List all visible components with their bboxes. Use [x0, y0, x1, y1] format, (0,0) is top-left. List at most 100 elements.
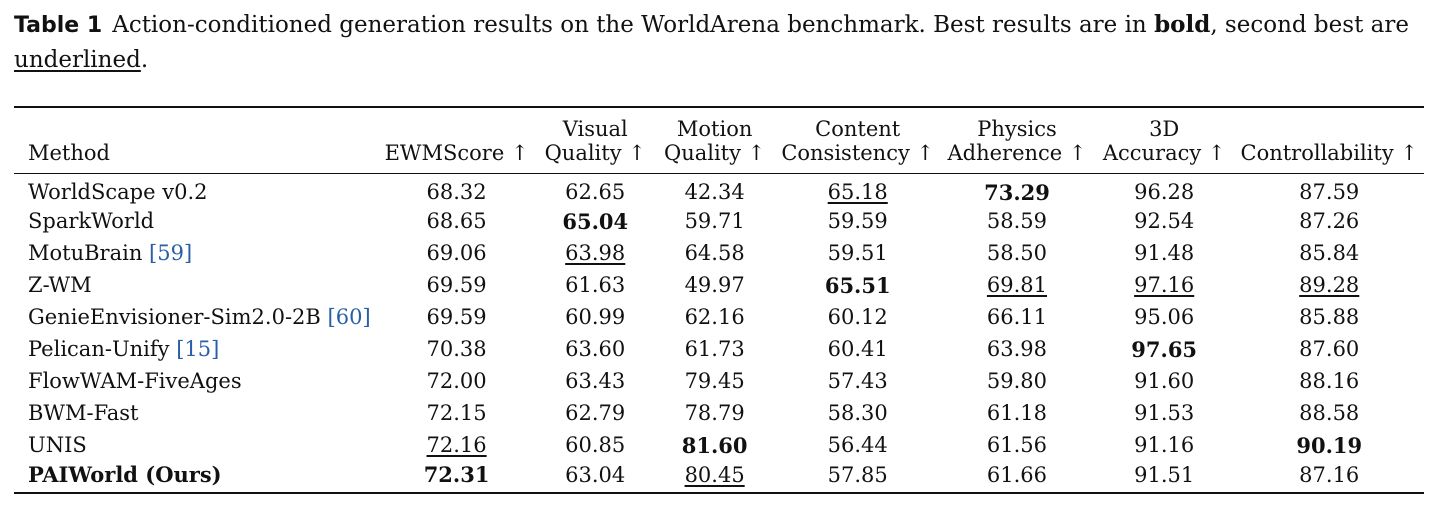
cell-content: 57.43	[827, 369, 888, 393]
cell-visual: 63.43	[565, 369, 626, 393]
cell-motion: 79.45	[684, 369, 745, 393]
cell-method: Pelican-Unify [15]	[28, 337, 220, 361]
cell-acc3d: 91.60	[1134, 369, 1195, 393]
cell-physics: 61.66	[940, 461, 1094, 494]
cell-ewm: 72.15	[426, 401, 487, 425]
header-motion-quality: Motion Quality ↑	[653, 106, 776, 174]
cell-acc3d: 96.28	[1134, 180, 1195, 205]
cell-acc3d: 97.65	[1131, 336, 1198, 362]
caption-text-3: .	[140, 47, 149, 73]
cell-control: 87.60	[1299, 337, 1360, 361]
table-label: Table 1	[14, 13, 103, 38]
cell-physics: 61.56	[986, 433, 1048, 457]
caption-underline-word: underlined	[14, 47, 141, 73]
citation-link[interactable]: [60]	[327, 305, 371, 329]
cell-acc3d: 95.06	[1134, 305, 1195, 329]
cell-visual: 65.04	[562, 208, 629, 234]
cell-visual: 60.99	[565, 305, 626, 329]
cell-acc3d: 97.16	[1134, 273, 1195, 297]
cell-content: 60.12	[827, 305, 888, 329]
cell-content: 58.30	[827, 401, 888, 425]
cell-physics: 58.59	[986, 209, 1048, 233]
cell-motion: 42.34	[684, 180, 745, 205]
cell-control: 85.84	[1299, 241, 1360, 265]
cell-method: MotuBrain [59]	[28, 241, 193, 265]
cell-ewm: 72.31	[376, 461, 537, 494]
cell-visual: 62.79	[565, 401, 626, 425]
cell-method: FlowWAM-FiveAges	[28, 369, 242, 393]
header-physics-adherence: Physics Adherence ↑	[940, 106, 1094, 174]
cell-physics: 63.98	[986, 337, 1048, 361]
cell-visual: 63.60	[565, 337, 626, 361]
caption-text-1: Action-conditioned generation results on…	[112, 12, 1155, 38]
cell-ewm: 69.59	[426, 305, 487, 329]
caption-text-2: , second best are	[1210, 12, 1409, 38]
header-3d-accuracy: 3D Accuracy ↑	[1093, 106, 1235, 174]
cell-motion: 61.73	[684, 337, 745, 361]
cell-motion: 80.45	[653, 461, 776, 494]
cell-physics: 58.50	[986, 241, 1048, 265]
cell-visual: 61.63	[565, 273, 626, 297]
cell-visual: 63.98	[565, 241, 626, 265]
table-row: WorldScape v0.2 68.32 62.65 42.34 65.18 …	[14, 173, 1424, 205]
cell-visual: 63.04	[536, 461, 654, 494]
table-row: PAIWorld (Ours) 72.31 63.04 80.45 57.85 …	[14, 461, 1424, 494]
cell-motion: 81.60	[681, 432, 748, 458]
cell-physics: 61.18	[986, 401, 1048, 425]
cell-control: 89.28	[1299, 273, 1360, 297]
cell-motion: 64.58	[684, 241, 745, 265]
cell-method: PAIWorld (Ours)	[14, 461, 377, 494]
cell-method: BWM-Fast	[28, 401, 139, 425]
cell-control: 87.26	[1299, 209, 1360, 233]
cell-control: 85.88	[1299, 305, 1360, 329]
cell-content: 60.41	[827, 337, 888, 361]
cell-motion: 62.16	[684, 305, 745, 329]
table-row: SparkWorld 68.65 65.04 59.71 59.59 58.59…	[14, 205, 1424, 237]
cell-content: 59.59	[827, 209, 888, 233]
cell-content: 65.51	[824, 272, 891, 298]
cell-method: SparkWorld	[28, 209, 155, 233]
cell-control: 87.59	[1299, 180, 1360, 205]
cell-ewm: 69.06	[426, 241, 487, 265]
table-row: BWM-Fast 72.15 62.79 78.79 58.30 61.18 9…	[14, 397, 1424, 429]
cell-motion: 49.97	[684, 273, 745, 297]
cell-control: 90.19	[1296, 432, 1363, 458]
cell-method: GenieEnvisioner-Sim2.0-2B [60]	[28, 305, 371, 329]
cell-method: WorldScape v0.2	[28, 180, 208, 205]
citation-link[interactable]: [15]	[176, 337, 220, 361]
cell-visual: 60.85	[565, 433, 626, 457]
cell-acc3d: 91.48	[1134, 241, 1195, 265]
table-caption: Table 1 Action-conditioned generation res…	[14, 8, 1426, 77]
cell-acc3d: 91.53	[1134, 401, 1195, 425]
cell-ewm: 72.00	[426, 369, 487, 393]
table-row: MotuBrain [59] 69.06 63.98 64.58 59.51 5…	[14, 237, 1424, 269]
cell-ewm: 68.32	[426, 180, 487, 205]
header-ewm-score: EWMScore ↑	[376, 106, 537, 174]
cell-ewm: 68.65	[426, 209, 487, 233]
cell-content: 57.85	[775, 461, 941, 494]
cell-method: Z-WM	[28, 273, 92, 297]
cell-content: 59.51	[827, 241, 888, 265]
cell-control: 88.58	[1299, 401, 1360, 425]
cell-content: 56.44	[827, 433, 888, 457]
header-controllability: Controllability ↑	[1234, 106, 1424, 174]
header-method: Method	[14, 106, 377, 174]
cell-motion: 78.79	[684, 401, 745, 425]
caption-bold-word: bold	[1154, 11, 1211, 38]
cell-acc3d: 92.54	[1134, 209, 1195, 233]
cell-physics: 73.29	[984, 179, 1050, 205]
cell-ewm: 69.59	[426, 273, 487, 297]
cell-method: UNIS	[28, 433, 87, 457]
cell-control: 88.16	[1299, 369, 1360, 393]
header-row: Method EWMScore ↑ Visual Quality ↑ Motion…	[14, 106, 1424, 174]
cell-physics: 66.11	[986, 305, 1048, 329]
header-visual-quality: Visual Quality ↑	[536, 106, 654, 174]
table-row: UNIS 72.16 60.85 81.60 56.44 61.56 91.16…	[14, 429, 1424, 461]
cell-ewm: 70.38	[426, 337, 487, 361]
table-row: FlowWAM-FiveAges 72.00 63.43 79.45 57.43…	[14, 365, 1424, 397]
cell-content: 65.18	[827, 180, 888, 205]
citation-link[interactable]: [59]	[149, 241, 193, 265]
cell-acc3d: 91.16	[1134, 433, 1195, 457]
cell-acc3d: 91.51	[1093, 461, 1235, 494]
results-table: Method EWMScore ↑ Visual Quality ↑ Motion…	[14, 106, 1424, 494]
